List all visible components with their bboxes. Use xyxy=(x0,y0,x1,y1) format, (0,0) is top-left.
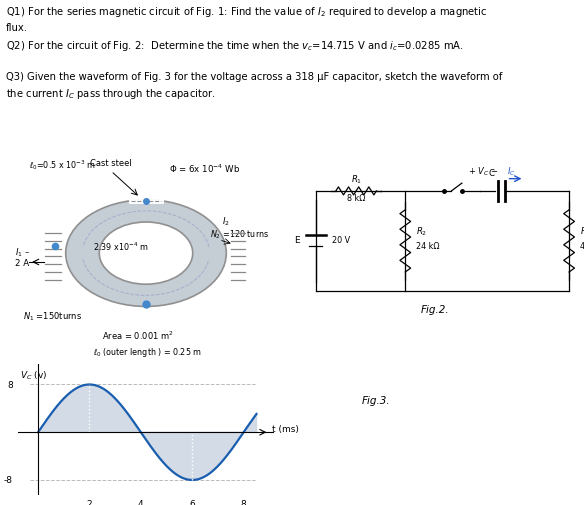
Text: 2.39 x10$^{-4}$ m: 2.39 x10$^{-4}$ m xyxy=(93,240,149,253)
Text: $N_2$ =120 turns: $N_2$ =120 turns xyxy=(210,229,269,241)
Text: 4 kΩ: 4 kΩ xyxy=(579,242,584,250)
Text: Q1) For the series magnetic circuit of Fig. 1: Find the value of $I_2$ required : Q1) For the series magnetic circuit of F… xyxy=(6,5,502,101)
Text: 2 A: 2 A xyxy=(15,260,29,269)
Text: $\ell_0$=0.5 x 10$^{-3}$ m: $\ell_0$=0.5 x 10$^{-3}$ m xyxy=(29,158,96,172)
Text: $R_1$: $R_1$ xyxy=(350,173,362,186)
Text: E: E xyxy=(294,236,300,245)
Text: $\Phi$ = 6x 10$^{-4}$ Wb: $\Phi$ = 6x 10$^{-4}$ Wb xyxy=(169,163,241,175)
Text: t (ms): t (ms) xyxy=(272,425,299,434)
Text: $V_C$ (v): $V_C$ (v) xyxy=(20,370,47,382)
Text: $I_1$ –: $I_1$ – xyxy=(15,246,30,259)
Text: C: C xyxy=(489,170,495,178)
Ellipse shape xyxy=(65,200,227,307)
Text: $N_1$ =150turns: $N_1$ =150turns xyxy=(23,311,82,323)
Text: $I_2$: $I_2$ xyxy=(222,215,230,228)
Text: $R_2$: $R_2$ xyxy=(416,225,427,238)
Text: Area = 0.001 m$^2$: Area = 0.001 m$^2$ xyxy=(102,329,174,342)
Text: 20 V: 20 V xyxy=(332,236,350,245)
Text: $I_C$: $I_C$ xyxy=(506,166,515,178)
Text: + $V_C$ $-$: + $V_C$ $-$ xyxy=(468,166,498,178)
Text: $R_1$: $R_1$ xyxy=(579,225,584,238)
Text: Fig.3.: Fig.3. xyxy=(362,396,391,406)
Text: 24 kΩ: 24 kΩ xyxy=(416,242,439,250)
Text: $\ell_0$ (outer length ) = 0.25 m: $\ell_0$ (outer length ) = 0.25 m xyxy=(93,346,203,360)
Text: Fig.1.: Fig.1. xyxy=(117,372,146,382)
Ellipse shape xyxy=(99,222,193,284)
Text: Fig.2.: Fig.2. xyxy=(420,305,450,315)
Text: 8 kΩ: 8 kΩ xyxy=(347,194,366,203)
Text: Cast steel: Cast steel xyxy=(90,160,132,169)
